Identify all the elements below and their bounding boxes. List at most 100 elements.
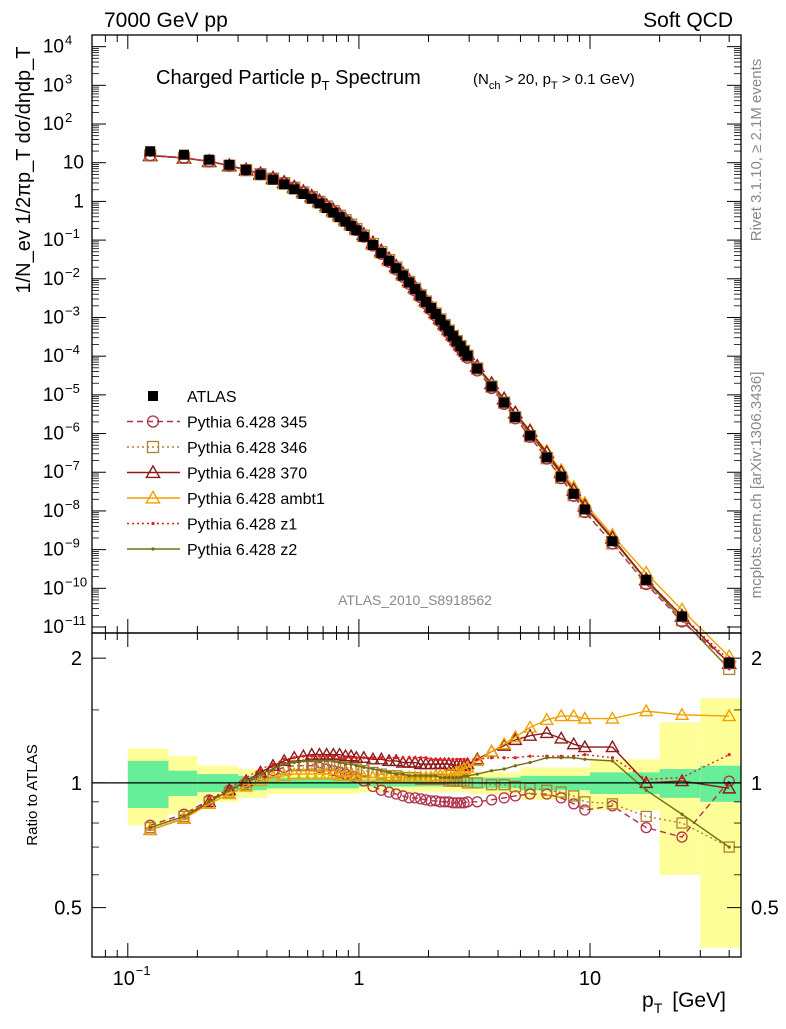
ratio-point (727, 753, 731, 757)
ratio-point (471, 796, 483, 808)
x-tick-label: 10 (113, 968, 135, 990)
main-point (607, 536, 618, 547)
legend-marker-5 (151, 521, 155, 526)
main-plot-cut-text: (Nch > 20, pT > 0.1 GeV) (473, 71, 635, 92)
ratio-point (454, 797, 467, 809)
main-line-1 (150, 154, 730, 664)
ratio-point (434, 774, 438, 778)
y-tick-label: 10 (43, 269, 64, 290)
main-point (340, 216, 351, 227)
main-point (255, 169, 266, 180)
ratio-y-tick-label-right: 2 (751, 648, 762, 670)
ratio-point (458, 757, 463, 761)
ratio-point (522, 720, 538, 733)
y-tick-exponent: −4 (65, 342, 80, 357)
ratio-point (553, 708, 569, 722)
ratio-total-band (659, 722, 701, 875)
ratio-point (413, 756, 417, 760)
ratio-point (287, 766, 302, 780)
ratio-point (244, 775, 248, 780)
y-tick-exponent: −11 (65, 613, 86, 628)
ratio-point (356, 750, 372, 763)
ratio-point (317, 759, 322, 763)
ratio-point (387, 756, 391, 760)
mcplots-label: mcplots.cern.ch [arXiv:1306.3436] (748, 372, 765, 599)
ratio-y-tick-label: 0.5 (54, 898, 82, 920)
ratio-point (644, 777, 648, 781)
ratio-point (222, 786, 237, 800)
ratio-point (424, 774, 428, 778)
main-point (430, 309, 441, 320)
ratio-point (379, 769, 383, 773)
ratio-point (455, 757, 459, 761)
main-point (404, 277, 415, 288)
ratio-point (397, 790, 409, 802)
ratio-point (434, 796, 446, 808)
ratio-point (401, 772, 405, 776)
y-tick-label: 10 (43, 385, 64, 406)
ratio-stat-band (700, 765, 741, 802)
y-tick-exponent: −5 (65, 381, 80, 396)
ratio-point (470, 753, 485, 767)
ratio-point (362, 756, 366, 760)
ratio-point (371, 767, 375, 771)
ratio-point (381, 770, 397, 783)
ratio-point (312, 766, 327, 780)
ratio-point (271, 767, 275, 771)
ratio-point (496, 736, 512, 750)
ratio-point (539, 725, 554, 739)
ratio-point (447, 757, 451, 761)
main-point (289, 184, 300, 195)
legend-label-4: Pythia 6.428 ambt1 (187, 491, 325, 508)
ratio-point (304, 766, 319, 780)
ratio-point (566, 708, 581, 722)
ratio-point (419, 774, 423, 778)
ratio-point (498, 792, 510, 804)
ratio-point (453, 763, 468, 776)
main-point (499, 397, 510, 408)
legend: ATLAS Pythia 6.428 345 Pythia 6.428 346 Pyt… (127, 389, 325, 559)
ratio-point (638, 703, 654, 717)
header-right-title: Soft QCD (643, 9, 733, 32)
main-point (279, 179, 290, 190)
main-point (472, 363, 483, 374)
ratio-point (438, 757, 442, 761)
ratio-point (343, 756, 348, 760)
ratio-point (577, 739, 593, 753)
ratio-point (674, 707, 690, 720)
y-tick-label: 10 (43, 578, 64, 599)
main-point (415, 290, 426, 301)
ratio-point (383, 786, 395, 798)
main-plot-title: Charged Particle pT Spectrum (156, 67, 421, 93)
main-point (447, 331, 458, 342)
ratio-point (292, 756, 296, 760)
ratio-point (325, 759, 329, 763)
ratio-point (374, 751, 389, 765)
ratio-point (296, 766, 311, 780)
ratio-point (371, 756, 375, 760)
main-point (723, 656, 736, 669)
ratio-point (343, 762, 348, 766)
y-tick-exponent: 3 (65, 71, 72, 86)
ratio-point (545, 756, 549, 760)
main-point (556, 471, 567, 482)
ratio-point (528, 754, 532, 758)
ratio-point (374, 770, 389, 783)
ratio-point (415, 793, 427, 805)
main-point (384, 255, 395, 266)
ratio-point (379, 756, 383, 760)
y-tick-exponent: −1 (65, 226, 80, 241)
main-line-2 (150, 154, 730, 670)
ratio-point (271, 762, 275, 766)
main-point (321, 203, 332, 214)
ratio-point (349, 768, 364, 782)
ratio-point (238, 779, 254, 792)
ratio-point (484, 744, 499, 757)
ratio-y-tick-label: 2 (71, 648, 82, 670)
y-tick-exponent: −8 (65, 497, 80, 512)
ratio-point (349, 762, 353, 766)
ratio-point (721, 708, 737, 722)
ratio-point (419, 756, 423, 760)
ratio-point (338, 760, 342, 765)
